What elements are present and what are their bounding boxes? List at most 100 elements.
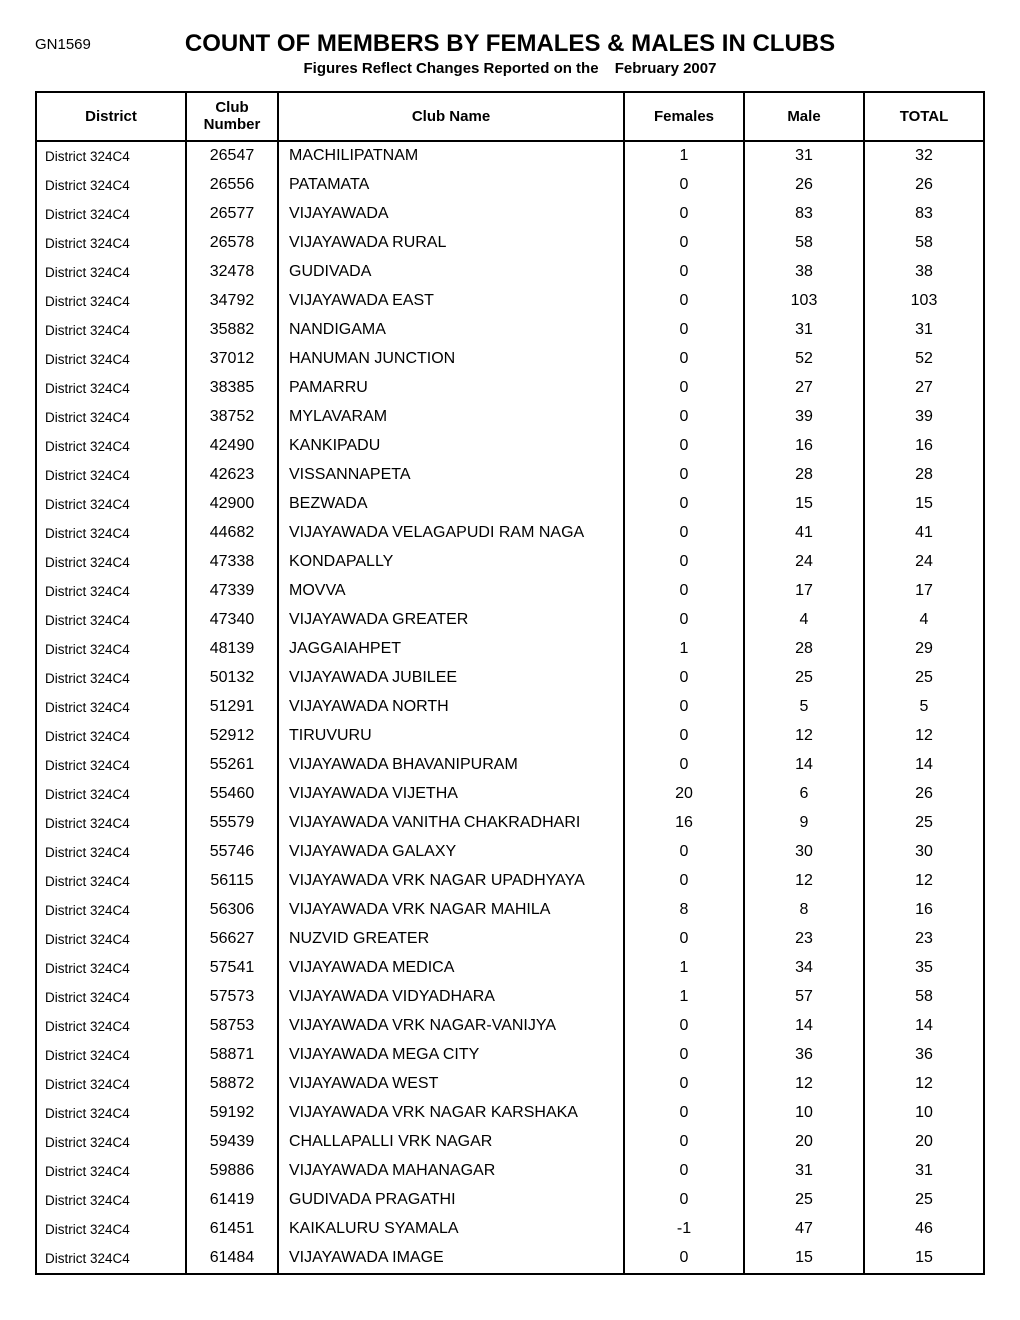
cell-club-number: 61451	[186, 1215, 278, 1244]
table-row: District 324C437012HANUMAN JUNCTION05252	[36, 345, 984, 374]
table-row: District 324C426556PATAMATA02626	[36, 171, 984, 200]
cell-total: 36	[864, 1041, 984, 1070]
cell-total: 24	[864, 548, 984, 577]
cell-male: 31	[744, 1157, 864, 1186]
cell-total: 39	[864, 403, 984, 432]
cell-district: District 324C4	[36, 1244, 186, 1274]
cell-total: 17	[864, 577, 984, 606]
cell-females: 0	[624, 1041, 744, 1070]
col-header-club-name: Club Name	[278, 92, 624, 141]
cell-club-number: 47340	[186, 606, 278, 635]
cell-district: District 324C4	[36, 722, 186, 751]
cell-females: 0	[624, 693, 744, 722]
cell-total: 15	[864, 490, 984, 519]
table-row: District 324C426577VIJAYAWADA08383	[36, 200, 984, 229]
page-title: COUNT OF MEMBERS BY FEMALES & MALES IN C…	[35, 30, 985, 58]
cell-district: District 324C4	[36, 1186, 186, 1215]
cell-district: District 324C4	[36, 1070, 186, 1099]
cell-male: 28	[744, 461, 864, 490]
table-row: District 324C442900BEZWADA01515	[36, 490, 984, 519]
cell-females: 1	[624, 635, 744, 664]
cell-females: 0	[624, 258, 744, 287]
cell-females: 0	[624, 1128, 744, 1157]
cell-district: District 324C4	[36, 287, 186, 316]
cell-club-number: 55460	[186, 780, 278, 809]
cell-club-number: 37012	[186, 345, 278, 374]
col-header-male: Male	[744, 92, 864, 141]
cell-district: District 324C4	[36, 258, 186, 287]
cell-district: District 324C4	[36, 1215, 186, 1244]
table-row: District 324C438385PAMARRU02727	[36, 374, 984, 403]
table-row: District 324C444682VIJAYAWADA VELAGAPUDI…	[36, 519, 984, 548]
table-row: District 324C456306VIJAYAWADA VRK NAGAR …	[36, 896, 984, 925]
cell-male: 26	[744, 171, 864, 200]
cell-females: -1	[624, 1215, 744, 1244]
cell-club-number: 42490	[186, 432, 278, 461]
cell-district: District 324C4	[36, 780, 186, 809]
cell-male: 23	[744, 925, 864, 954]
cell-male: 12	[744, 722, 864, 751]
table-row: District 324C426547MACHILIPATNAM13132	[36, 141, 984, 171]
cell-district: District 324C4	[36, 374, 186, 403]
cell-male: 28	[744, 635, 864, 664]
cell-club-name: VIJAYAWADA GREATER	[278, 606, 624, 635]
cell-total: 14	[864, 751, 984, 780]
cell-club-name: KONDAPALLY	[278, 548, 624, 577]
table-row: District 324C442490KANKIPADU01616	[36, 432, 984, 461]
cell-male: 30	[744, 838, 864, 867]
cell-females: 0	[624, 838, 744, 867]
table-row: District 324C455579VIJAYAWADA VANITHA CH…	[36, 809, 984, 838]
cell-club-number: 38385	[186, 374, 278, 403]
cell-total: 5	[864, 693, 984, 722]
cell-total: 14	[864, 1012, 984, 1041]
cell-females: 0	[624, 606, 744, 635]
table-row: District 324C461451KAIKALURU SYAMALA-147…	[36, 1215, 984, 1244]
table-header-row: District Club Number Club Name Females M…	[36, 92, 984, 141]
cell-club-name: VIJAYAWADA MAHANAGAR	[278, 1157, 624, 1186]
cell-club-name: VIJAYAWADA GALAXY	[278, 838, 624, 867]
cell-total: 16	[864, 896, 984, 925]
cell-club-number: 35882	[186, 316, 278, 345]
table-row: District 324C451291VIJAYAWADA NORTH055	[36, 693, 984, 722]
cell-club-name: MOVVA	[278, 577, 624, 606]
cell-club-number: 57573	[186, 983, 278, 1012]
cell-male: 14	[744, 751, 864, 780]
cell-club-name: KANKIPADU	[278, 432, 624, 461]
cell-females: 0	[624, 577, 744, 606]
table-row: District 324C455261VIJAYAWADA BHAVANIPUR…	[36, 751, 984, 780]
cell-male: 25	[744, 1186, 864, 1215]
cell-club-number: 34792	[186, 287, 278, 316]
cell-total: 58	[864, 229, 984, 258]
table-row: District 324C432478GUDIVADA03838	[36, 258, 984, 287]
cell-male: 34	[744, 954, 864, 983]
cell-club-number: 55746	[186, 838, 278, 867]
subtitle-period: February 2007	[615, 60, 717, 77]
cell-male: 52	[744, 345, 864, 374]
cell-club-name: VIJAYAWADA MEDICA	[278, 954, 624, 983]
cell-club-name: VIJAYAWADA IMAGE	[278, 1244, 624, 1274]
cell-district: District 324C4	[36, 693, 186, 722]
table-row: District 324C447340VIJAYAWADA GREATER044	[36, 606, 984, 635]
cell-total: 10	[864, 1099, 984, 1128]
cell-club-name: VIJAYAWADA VRK NAGAR KARSHAKA	[278, 1099, 624, 1128]
cell-females: 0	[624, 548, 744, 577]
table-row: District 324C458753VIJAYAWADA VRK NAGAR-…	[36, 1012, 984, 1041]
cell-females: 0	[624, 403, 744, 432]
cell-club-number: 51291	[186, 693, 278, 722]
report-code: GN1569	[35, 36, 91, 53]
cell-club-number: 42900	[186, 490, 278, 519]
cell-club-name: GUDIVADA	[278, 258, 624, 287]
cell-district: District 324C4	[36, 577, 186, 606]
report-header: GN1569 COUNT OF MEMBERS BY FEMALES & MAL…	[35, 30, 985, 58]
cell-club-number: 59439	[186, 1128, 278, 1157]
cell-club-name: GUDIVADA PRAGATHI	[278, 1186, 624, 1215]
cell-club-name: VIJAYAWADA VRK NAGAR MAHILA	[278, 896, 624, 925]
cell-male: 10	[744, 1099, 864, 1128]
cell-district: District 324C4	[36, 229, 186, 258]
cell-females: 0	[624, 345, 744, 374]
table-row: District 324C457541VIJAYAWADA MEDICA1343…	[36, 954, 984, 983]
cell-district: District 324C4	[36, 519, 186, 548]
cell-females: 0	[624, 664, 744, 693]
cell-club-name: HANUMAN JUNCTION	[278, 345, 624, 374]
cell-total: 28	[864, 461, 984, 490]
